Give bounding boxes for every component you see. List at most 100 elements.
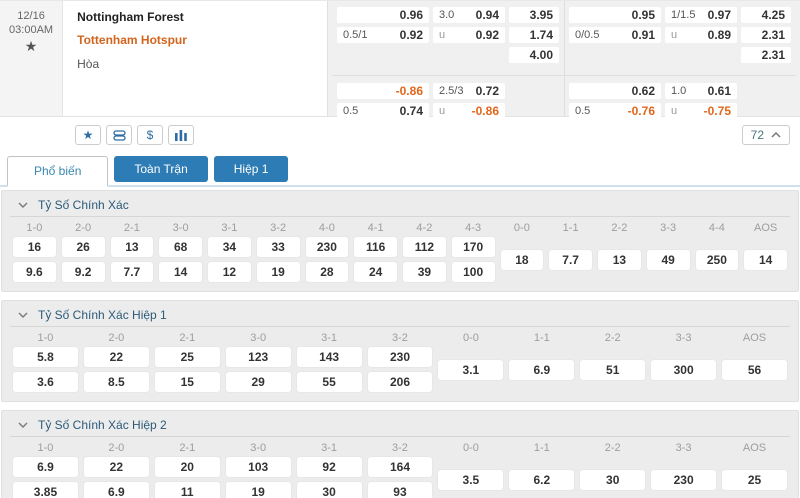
tab-toan-tran[interactable]: Toàn Trận	[114, 156, 208, 182]
overunder-odds-cell[interactable]: u 0.89	[665, 27, 737, 43]
odds-cell[interactable]: 16	[13, 237, 56, 257]
overunder-odds-cell[interactable]: 2.5/3 0.72	[433, 83, 505, 99]
tab-pho-bien[interactable]: Phổ biến	[7, 156, 109, 187]
section-header[interactable]: Tỷ Số Chính Xác Hiệp 1	[10, 303, 790, 327]
odds-cell[interactable]: 143	[296, 347, 362, 367]
odds-cell[interactable]: 19	[256, 262, 300, 282]
score-column: 2-1 25 15	[152, 330, 223, 392]
odds-cell[interactable]: 116	[354, 237, 397, 257]
odds-cell[interactable]: 8.5	[83, 372, 149, 392]
odds-cell[interactable]: 68	[159, 237, 202, 257]
favorite-button[interactable]: ★	[75, 125, 101, 145]
overunder-odds-cell[interactable]: 3.0 0.94	[433, 7, 505, 23]
odds-cell[interactable]: 6.9	[509, 359, 575, 380]
handicap-odds-cell[interactable]: 0.96	[337, 7, 429, 23]
odds-value: 4.25	[761, 8, 785, 22]
handicap-odds-cell[interactable]: -0.86	[337, 83, 429, 99]
1x2-odds-cell[interactable]: 2.31	[741, 47, 791, 63]
odds-cell[interactable]: 25	[154, 347, 220, 367]
odds-cell[interactable]: 3.5	[438, 469, 504, 490]
handicap-odds-cell[interactable]: 0.5/1 0.92	[337, 27, 429, 43]
tab-hiep-1[interactable]: Hiệp 1	[213, 156, 289, 182]
overunder-odds-cell[interactable]: u -0.86	[433, 103, 505, 119]
odds-cell[interactable]: 7.7	[110, 262, 154, 282]
chevron-up-icon	[771, 132, 781, 138]
handicap-odds-cell[interactable]: 0.5 -0.76	[569, 103, 661, 119]
overunder-odds-cell[interactable]: 1/1.5 0.97	[665, 7, 737, 23]
odds-cell[interactable]: 24	[354, 262, 397, 282]
dollar-button[interactable]: $	[137, 125, 163, 145]
overunder-odds-cell[interactable]: 1.0 0.61	[665, 83, 737, 99]
odds-cell[interactable]: 92	[296, 457, 362, 477]
odds-cell[interactable]: 22	[83, 457, 149, 477]
section-header[interactable]: Tỷ Số Chính Xác Hiệp 2	[10, 413, 790, 437]
odds-cell[interactable]: 93	[367, 482, 433, 498]
odds-cell[interactable]: 39	[403, 262, 446, 282]
odds-cell[interactable]: 112	[403, 237, 446, 257]
odds-cell[interactable]: 26	[61, 237, 105, 257]
odds-cell[interactable]: 3.1	[438, 359, 504, 380]
odds-cell[interactable]: 170	[451, 237, 495, 257]
market-count-button[interactable]: 72	[741, 125, 790, 145]
odds-cell[interactable]: 206	[367, 372, 433, 392]
1x2-odds-cell[interactable]: 4.00	[509, 47, 559, 63]
odds-cell[interactable]: 15	[154, 372, 220, 392]
odds-cell[interactable]: 11	[154, 482, 220, 498]
handicap-odds-cell[interactable]: 0.95	[569, 7, 661, 23]
odds-cell[interactable]: 9.2	[61, 262, 105, 282]
odds-cell[interactable]: 13	[110, 237, 154, 257]
odds-value: 3.95	[529, 8, 553, 22]
odds-cell[interactable]: 6.9	[83, 482, 149, 498]
odds-cell[interactable]: 56	[722, 359, 787, 380]
odds-cell[interactable]: 164	[367, 457, 433, 477]
odds-cell[interactable]: 230	[305, 237, 349, 257]
1x2-odds-cell[interactable]: 2.31	[741, 27, 791, 43]
odds-cell[interactable]: 19	[225, 482, 291, 498]
favorite-star-icon[interactable]: ★	[24, 38, 38, 54]
overunder-odds-cell[interactable]: u -0.75	[665, 103, 737, 119]
stats-button[interactable]	[168, 125, 194, 145]
odds-cell[interactable]: 5.8	[13, 347, 78, 367]
handicap-odds-cell[interactable]: 0.62	[569, 83, 661, 99]
odds-cell[interactable]: 25	[722, 469, 787, 490]
odds-cell[interactable]: 14	[159, 262, 202, 282]
odds-cell[interactable]: 103	[225, 457, 291, 477]
odds-cell[interactable]: 55	[296, 372, 362, 392]
odds-cell[interactable]: 100	[451, 262, 495, 282]
odds-cell[interactable]: 123	[225, 347, 291, 367]
odds-cell[interactable]: 20	[154, 457, 220, 477]
1x2-odds-cell[interactable]: 1.74	[509, 27, 559, 43]
coins-stack-button[interactable]	[106, 125, 132, 145]
odds-cell[interactable]: 12	[208, 262, 251, 282]
odds-cell[interactable]: 49	[646, 249, 690, 270]
odds-cell[interactable]: 3.6	[13, 372, 78, 392]
section-header[interactable]: Tỷ Số Chính Xác	[10, 193, 790, 217]
odds-cell[interactable]: 14	[744, 249, 787, 270]
odds-value: -0.76	[627, 104, 655, 118]
overunder-odds-cell[interactable]: u 0.92	[433, 27, 505, 43]
odds-cell[interactable]: 30	[580, 469, 646, 490]
odds-cell[interactable]: 13	[598, 249, 641, 270]
odds-cell[interactable]: 230	[651, 469, 717, 490]
score-label: 3-2	[392, 442, 408, 454]
odds-cell[interactable]: 9.6	[13, 262, 56, 282]
odds-cell[interactable]: 300	[651, 359, 717, 380]
odds-cell[interactable]: 250	[695, 249, 739, 270]
1x2-odds-cell[interactable]: 3.95	[509, 7, 559, 23]
handicap-odds-cell[interactable]: 0.5 0.74	[337, 103, 429, 119]
odds-cell[interactable]: 34	[208, 237, 251, 257]
handicap-odds-cell[interactable]: 0/0.5 0.91	[569, 27, 661, 43]
odds-cell[interactable]: 7.7	[549, 249, 592, 270]
odds-cell[interactable]: 6.9	[13, 457, 78, 477]
odds-cell[interactable]: 22	[83, 347, 149, 367]
1x2-odds-cell[interactable]: 4.25	[741, 7, 791, 23]
odds-cell[interactable]: 230	[367, 347, 433, 367]
odds-cell[interactable]: 33	[256, 237, 300, 257]
odds-cell[interactable]: 29	[225, 372, 291, 392]
odds-cell[interactable]: 28	[305, 262, 349, 282]
odds-cell[interactable]: 18	[500, 249, 544, 270]
odds-cell[interactable]: 6.2	[509, 469, 575, 490]
odds-cell[interactable]: 3.85	[13, 482, 78, 498]
odds-cell[interactable]: 30	[296, 482, 362, 498]
odds-cell[interactable]: 51	[580, 359, 646, 380]
